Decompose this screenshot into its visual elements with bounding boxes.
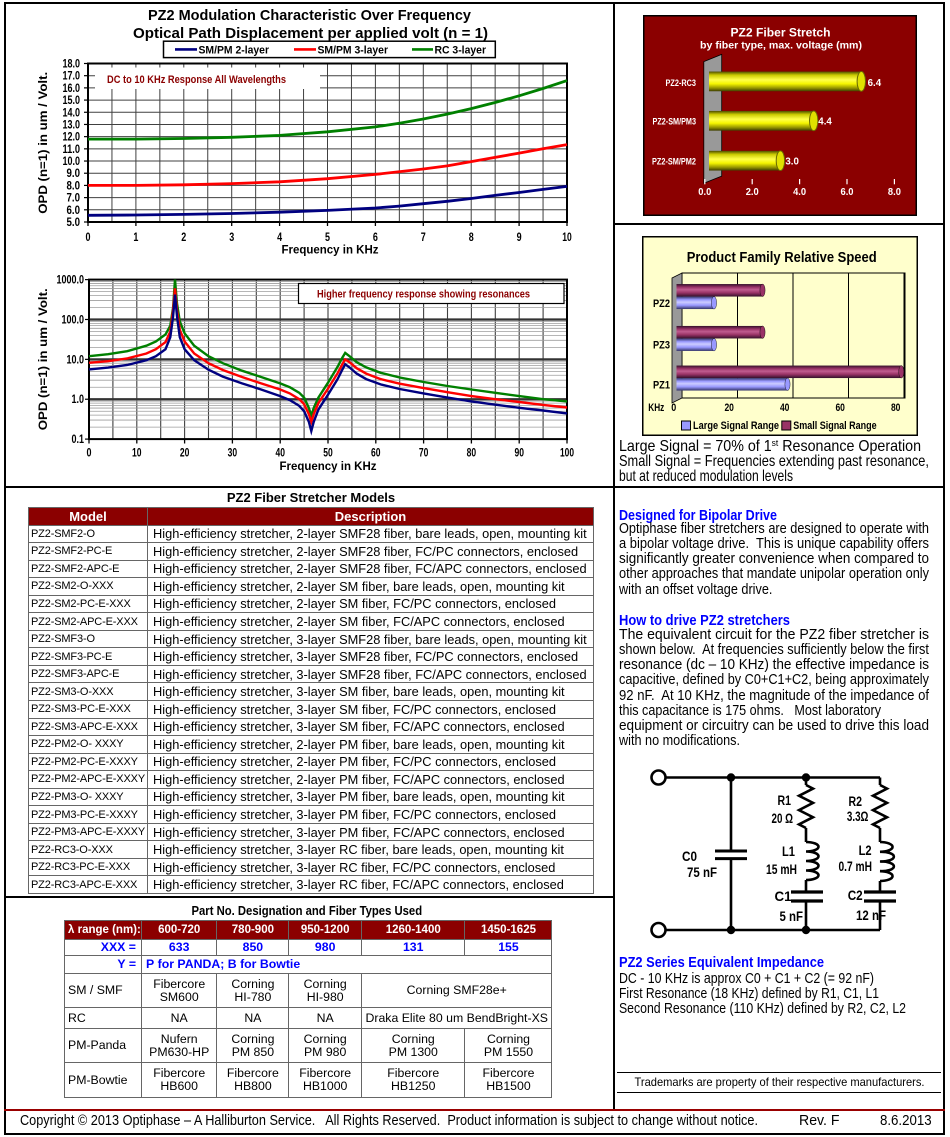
svg-text:SM/PM 2-layer: SM/PM 2-layer	[199, 45, 270, 57]
svg-text:10: 10	[562, 232, 572, 244]
svg-text:20: 20	[724, 402, 734, 414]
svg-text:16.0: 16.0	[63, 83, 81, 95]
svg-text:5.0: 5.0	[67, 217, 81, 229]
svg-text:Product Family Relative Speed: Product Family Relative Speed	[687, 249, 877, 266]
svg-text:1: 1	[133, 232, 138, 244]
svg-text:C2: C2	[848, 888, 863, 903]
svg-text:SM/PM 3-layer: SM/PM 3-layer	[318, 45, 389, 57]
svg-text:3: 3	[229, 232, 234, 244]
svg-text:75 nF: 75 nF	[687, 865, 717, 880]
svg-text:OPD (n=1) in um / Volt.: OPD (n=1) in um / Volt.	[38, 72, 50, 214]
svg-text:Optical Path Displacement per: Optical Path Displacement per applied vo…	[133, 25, 488, 42]
svg-text:Higher frequency response show: Higher frequency response showing resona…	[317, 289, 530, 301]
svg-text:6.0: 6.0	[841, 187, 854, 198]
svg-text:0.1: 0.1	[72, 434, 85, 446]
svg-text:OPD (n=1) in um / Volt.: OPD (n=1) in um / Volt.	[38, 288, 50, 430]
svg-text:3.0: 3.0	[785, 156, 799, 167]
svg-text:5: 5	[325, 232, 330, 244]
svg-text:50: 50	[323, 448, 333, 460]
svg-text:PZ2 Modulation Characteristic: PZ2 Modulation Characteristic Over Frequ…	[148, 7, 472, 24]
svg-text:100.0: 100.0	[62, 315, 85, 327]
svg-text:C1: C1	[775, 889, 792, 904]
svg-text:1000.0: 1000.0	[57, 275, 85, 287]
svg-text:0.7 mH: 0.7 mH	[839, 859, 873, 874]
svg-text:15.0: 15.0	[63, 95, 81, 107]
svg-text:Small Signal Range: Small Signal Range	[793, 420, 877, 432]
svg-text:20 Ω: 20 Ω	[772, 811, 794, 826]
svg-text:20: 20	[180, 448, 190, 460]
svg-text:7: 7	[421, 232, 426, 244]
svg-text:4.0: 4.0	[793, 187, 806, 198]
svg-text:0: 0	[86, 232, 91, 244]
svg-text:13.0: 13.0	[63, 120, 81, 132]
svg-text:60: 60	[835, 402, 845, 414]
svg-text:30: 30	[228, 448, 238, 460]
svg-text:PZ2 Fiber Stretch: PZ2 Fiber Stretch	[731, 27, 831, 39]
svg-text:18.0: 18.0	[63, 59, 81, 71]
svg-text:12 nF: 12 nF	[856, 908, 886, 923]
svg-text:8.0: 8.0	[888, 187, 901, 198]
svg-text:5 nF: 5 nF	[780, 909, 804, 924]
svg-text:90: 90	[514, 448, 524, 460]
svg-text:L2: L2	[859, 843, 872, 858]
svg-text:9.0: 9.0	[67, 168, 81, 180]
svg-text:DC to 10 KHz Response All Wave: DC to 10 KHz Response All Wavelengths	[107, 74, 286, 86]
svg-text:70: 70	[419, 448, 429, 460]
svg-text:10.0: 10.0	[63, 156, 81, 168]
svg-text:7.0: 7.0	[67, 193, 81, 205]
svg-text:R1: R1	[778, 793, 792, 808]
svg-text:PZ2-SM/PM2: PZ2-SM/PM2	[652, 156, 696, 166]
svg-text:Frequency in KHz: Frequency in KHz	[282, 245, 379, 257]
svg-text:Frequency in KHz: Frequency in KHz	[280, 461, 377, 473]
svg-text:0.0: 0.0	[698, 187, 711, 198]
svg-text:by fiber type, max. voltage (m: by fiber type, max. voltage (mm)	[700, 40, 862, 51]
svg-text:Large Signal Range: Large Signal Range	[693, 420, 779, 432]
svg-text:10: 10	[132, 448, 142, 460]
svg-text:PZ2-RC3: PZ2-RC3	[666, 78, 697, 88]
svg-text:KHz: KHz	[648, 402, 664, 414]
svg-text:PZ3: PZ3	[653, 340, 670, 352]
svg-text:60: 60	[371, 448, 381, 460]
svg-text:14.0: 14.0	[63, 107, 81, 119]
svg-text:80: 80	[891, 402, 901, 414]
svg-text:3.3Ω: 3.3Ω	[847, 809, 869, 824]
svg-text:11.0: 11.0	[63, 144, 81, 156]
svg-text:4: 4	[277, 232, 282, 244]
svg-text:0: 0	[671, 402, 676, 414]
svg-text:6: 6	[373, 232, 378, 244]
svg-text:40: 40	[780, 402, 790, 414]
svg-text:40: 40	[275, 448, 285, 460]
svg-text:4.4: 4.4	[818, 117, 832, 128]
svg-text:8.0: 8.0	[67, 180, 81, 192]
svg-text:PZ1: PZ1	[653, 379, 670, 391]
svg-text:L1: L1	[782, 844, 795, 859]
svg-text:6.0: 6.0	[67, 205, 81, 217]
svg-text:6.4: 6.4	[868, 78, 882, 89]
svg-text:15 mH: 15 mH	[766, 862, 797, 877]
svg-text:0: 0	[87, 448, 92, 460]
svg-text:R2: R2	[849, 794, 863, 809]
svg-text:8: 8	[469, 232, 474, 244]
svg-text:C0: C0	[682, 849, 697, 864]
svg-text:PZ2-SM/PM3: PZ2-SM/PM3	[653, 117, 697, 127]
svg-text:1.0: 1.0	[72, 394, 85, 406]
svg-text:17.0: 17.0	[63, 71, 81, 83]
svg-text:100: 100	[560, 448, 574, 460]
svg-text:RC 3-layer: RC 3-layer	[435, 45, 487, 57]
svg-text:PZ2: PZ2	[653, 298, 670, 310]
svg-text:80: 80	[467, 448, 477, 460]
svg-text:2: 2	[181, 232, 186, 244]
svg-text:9: 9	[517, 232, 522, 244]
svg-text:2.0: 2.0	[746, 187, 759, 198]
svg-text:12.0: 12.0	[63, 132, 81, 144]
svg-text:10.0: 10.0	[67, 354, 85, 366]
